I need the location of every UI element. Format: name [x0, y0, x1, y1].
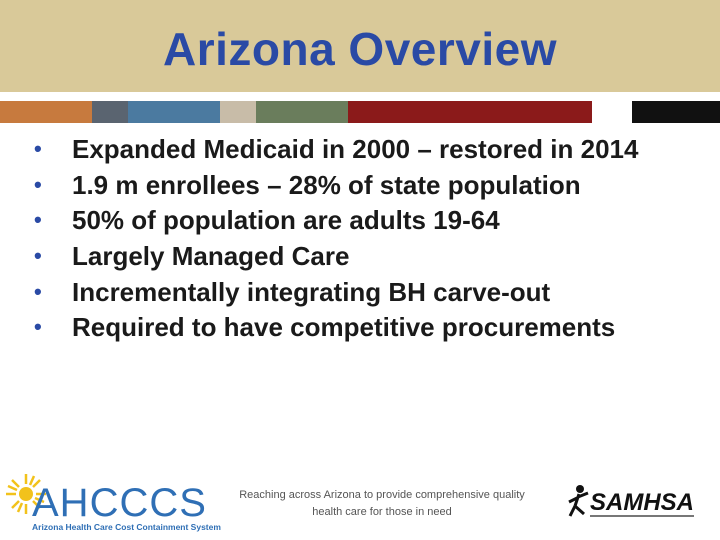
bullet-text: 50% of population are adults 19-64 [72, 205, 500, 236]
ahcccs-wordmark: AHCCCS [32, 481, 207, 525]
bullet-text: Incrementally integrating BH carve-out [72, 276, 551, 307]
bullet-marker: • [34, 207, 42, 233]
bullet-item: • Largely Managed Care [28, 239, 698, 273]
bullet-list: • Expanded Medicaid in 2000 – restored in… [28, 132, 698, 346]
stripe-segment [348, 101, 592, 123]
bullet-marker: • [34, 314, 42, 340]
color-stripe [0, 101, 720, 123]
bullet-item: • Expanded Medicaid in 2000 – restored in… [28, 132, 698, 166]
bullet-text: Largely Managed Care [72, 241, 350, 272]
stripe-segment [0, 101, 92, 123]
bullet-item: • 50% of population are adults 19-64 [28, 203, 698, 237]
slide-title: Arizona Overview [162, 23, 558, 75]
bullet-item: • Incrementally integrating BH carve-out [28, 275, 698, 309]
bullet-marker: • [34, 278, 42, 304]
person-icon [568, 485, 589, 517]
bullet-item: • Required to have competitive procuremen… [28, 310, 698, 344]
bullet-text: 1.9 m enrollees – 28% of state populatio… [72, 169, 581, 200]
samhsa-logo: SAMHSA [568, 485, 694, 517]
bullet-marker: • [34, 136, 42, 161]
bullet-text: Required to have competitive procurement… [72, 312, 616, 343]
stripe-segment [220, 101, 256, 123]
stripe-segment [128, 101, 220, 123]
samhsa-wordmark: SAMHSA [590, 489, 694, 516]
title-band [0, 0, 720, 92]
ahcccs-tagline: Arizona Health Care Cost Containment Sys… [32, 522, 221, 532]
ahcccs-logo: AHCCCS Arizona Health Care Cost Containm… [6, 474, 221, 532]
stripe-segment [256, 101, 348, 123]
footer-tagline: Reaching across Arizona to provide compr… [239, 489, 525, 518]
stripe-segment [592, 101, 632, 123]
bullet-marker: • [34, 243, 42, 269]
stripe-segment [92, 101, 128, 123]
stripe-segment [632, 101, 720, 123]
bullet-text: Expanded Medicaid in 2000 – restored in … [72, 134, 639, 164]
bullet-item: • 1.9 m enrollees – 28% of state populati… [28, 168, 698, 202]
sun-icon [6, 474, 46, 514]
bullet-marker: • [34, 171, 42, 197]
samhsa-subtext-line [590, 515, 694, 517]
